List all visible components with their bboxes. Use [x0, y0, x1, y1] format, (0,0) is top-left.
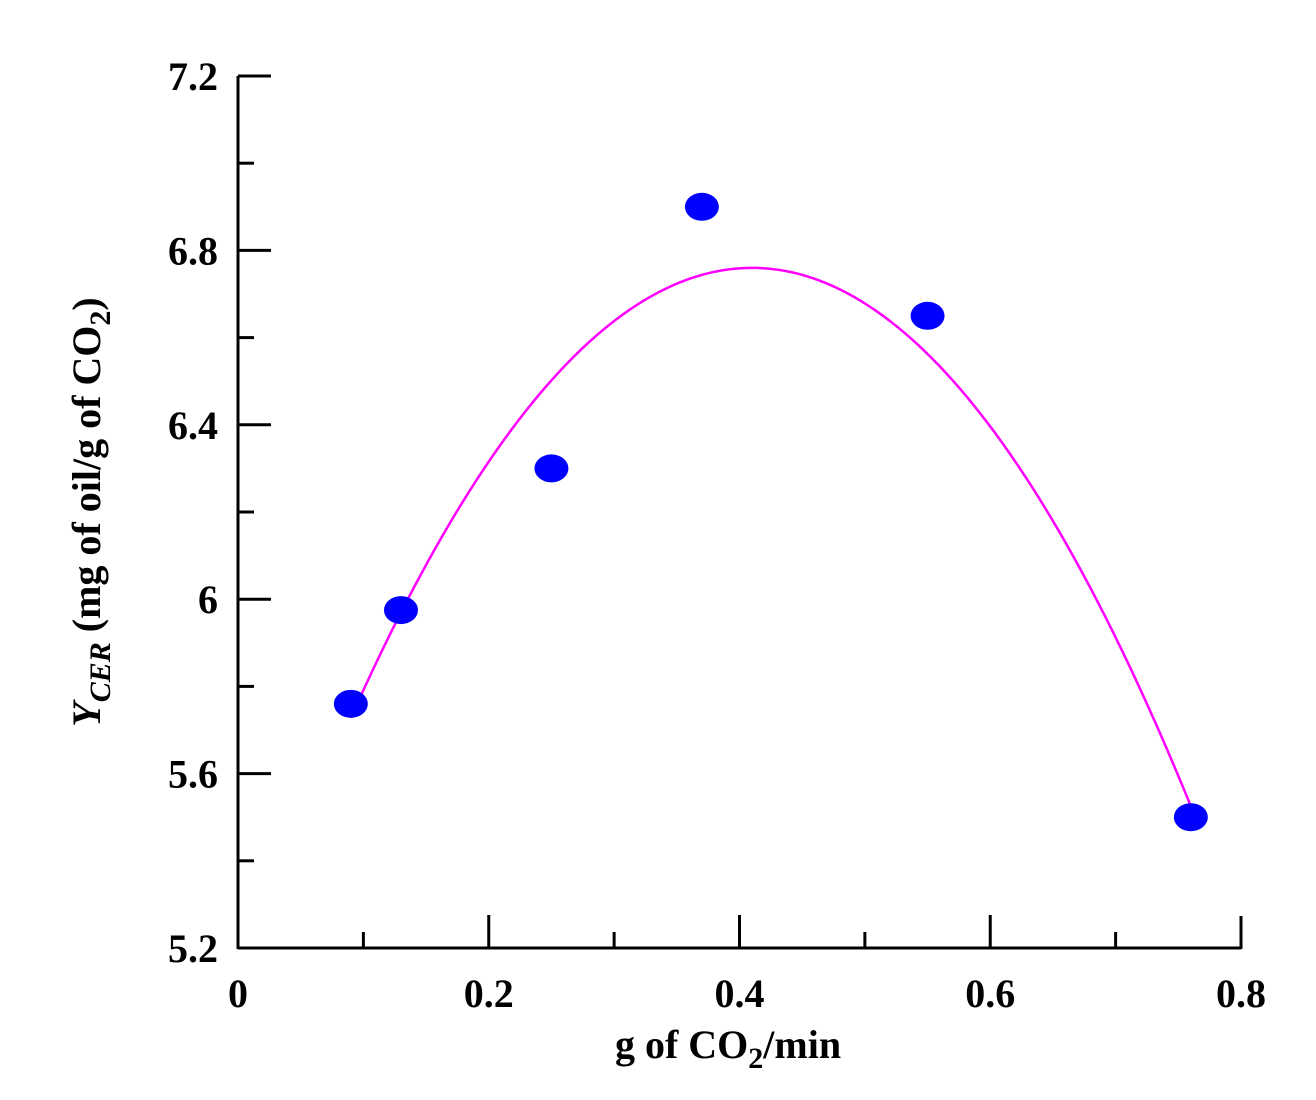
- axes: [236, 76, 1243, 950]
- x-axis-title: g of CO2/min: [615, 1022, 841, 1075]
- tick-labels: 0 0.2 0.4 0.6 0.8 5.2 5.6 6 6.4 6.8 7.2: [168, 54, 1266, 1016]
- x-tick-label: 0.4: [715, 971, 765, 1016]
- y-tick-label: 6.8: [168, 228, 218, 273]
- ticks: [238, 74, 1118, 950]
- y-axis-title-sub2: 2: [84, 311, 117, 326]
- x-axis-title-sub: 2: [748, 1042, 763, 1075]
- data-point: [333, 689, 368, 718]
- y-axis-title: YCER (mg of oil/g of CO2): [64, 297, 117, 726]
- y-tick-label: 6.4: [168, 403, 218, 448]
- y-axis-title-sub: CER: [84, 642, 117, 702]
- data-point: [910, 301, 945, 330]
- y-tick-label: 6: [198, 577, 218, 622]
- data-point: [684, 192, 719, 221]
- x-tick-label: 0: [228, 971, 248, 1016]
- x-axis-title-pre: g of CO: [615, 1022, 748, 1067]
- data-point: [383, 596, 418, 625]
- x-axis-title-post: /min: [762, 1022, 841, 1067]
- y-axis-title-main: Y: [64, 699, 109, 727]
- x-tick-label: 0.2: [464, 971, 514, 1016]
- y-tick-label: 5.6: [168, 752, 218, 797]
- data-point: [534, 454, 569, 483]
- y-axis-title-post: ): [64, 297, 109, 310]
- y-tick-label: 7.2: [168, 54, 218, 99]
- x-tick-label: 0.8: [1216, 971, 1266, 1016]
- data-points: [333, 192, 1208, 832]
- x-tick-label: 0.6: [965, 971, 1015, 1016]
- data-point: [1173, 803, 1208, 832]
- y-axis-title-mid: (mg of oil/g of CO: [64, 326, 109, 643]
- fit-curve: [349, 266, 1193, 807]
- y-tick-label: 5.2: [168, 926, 218, 971]
